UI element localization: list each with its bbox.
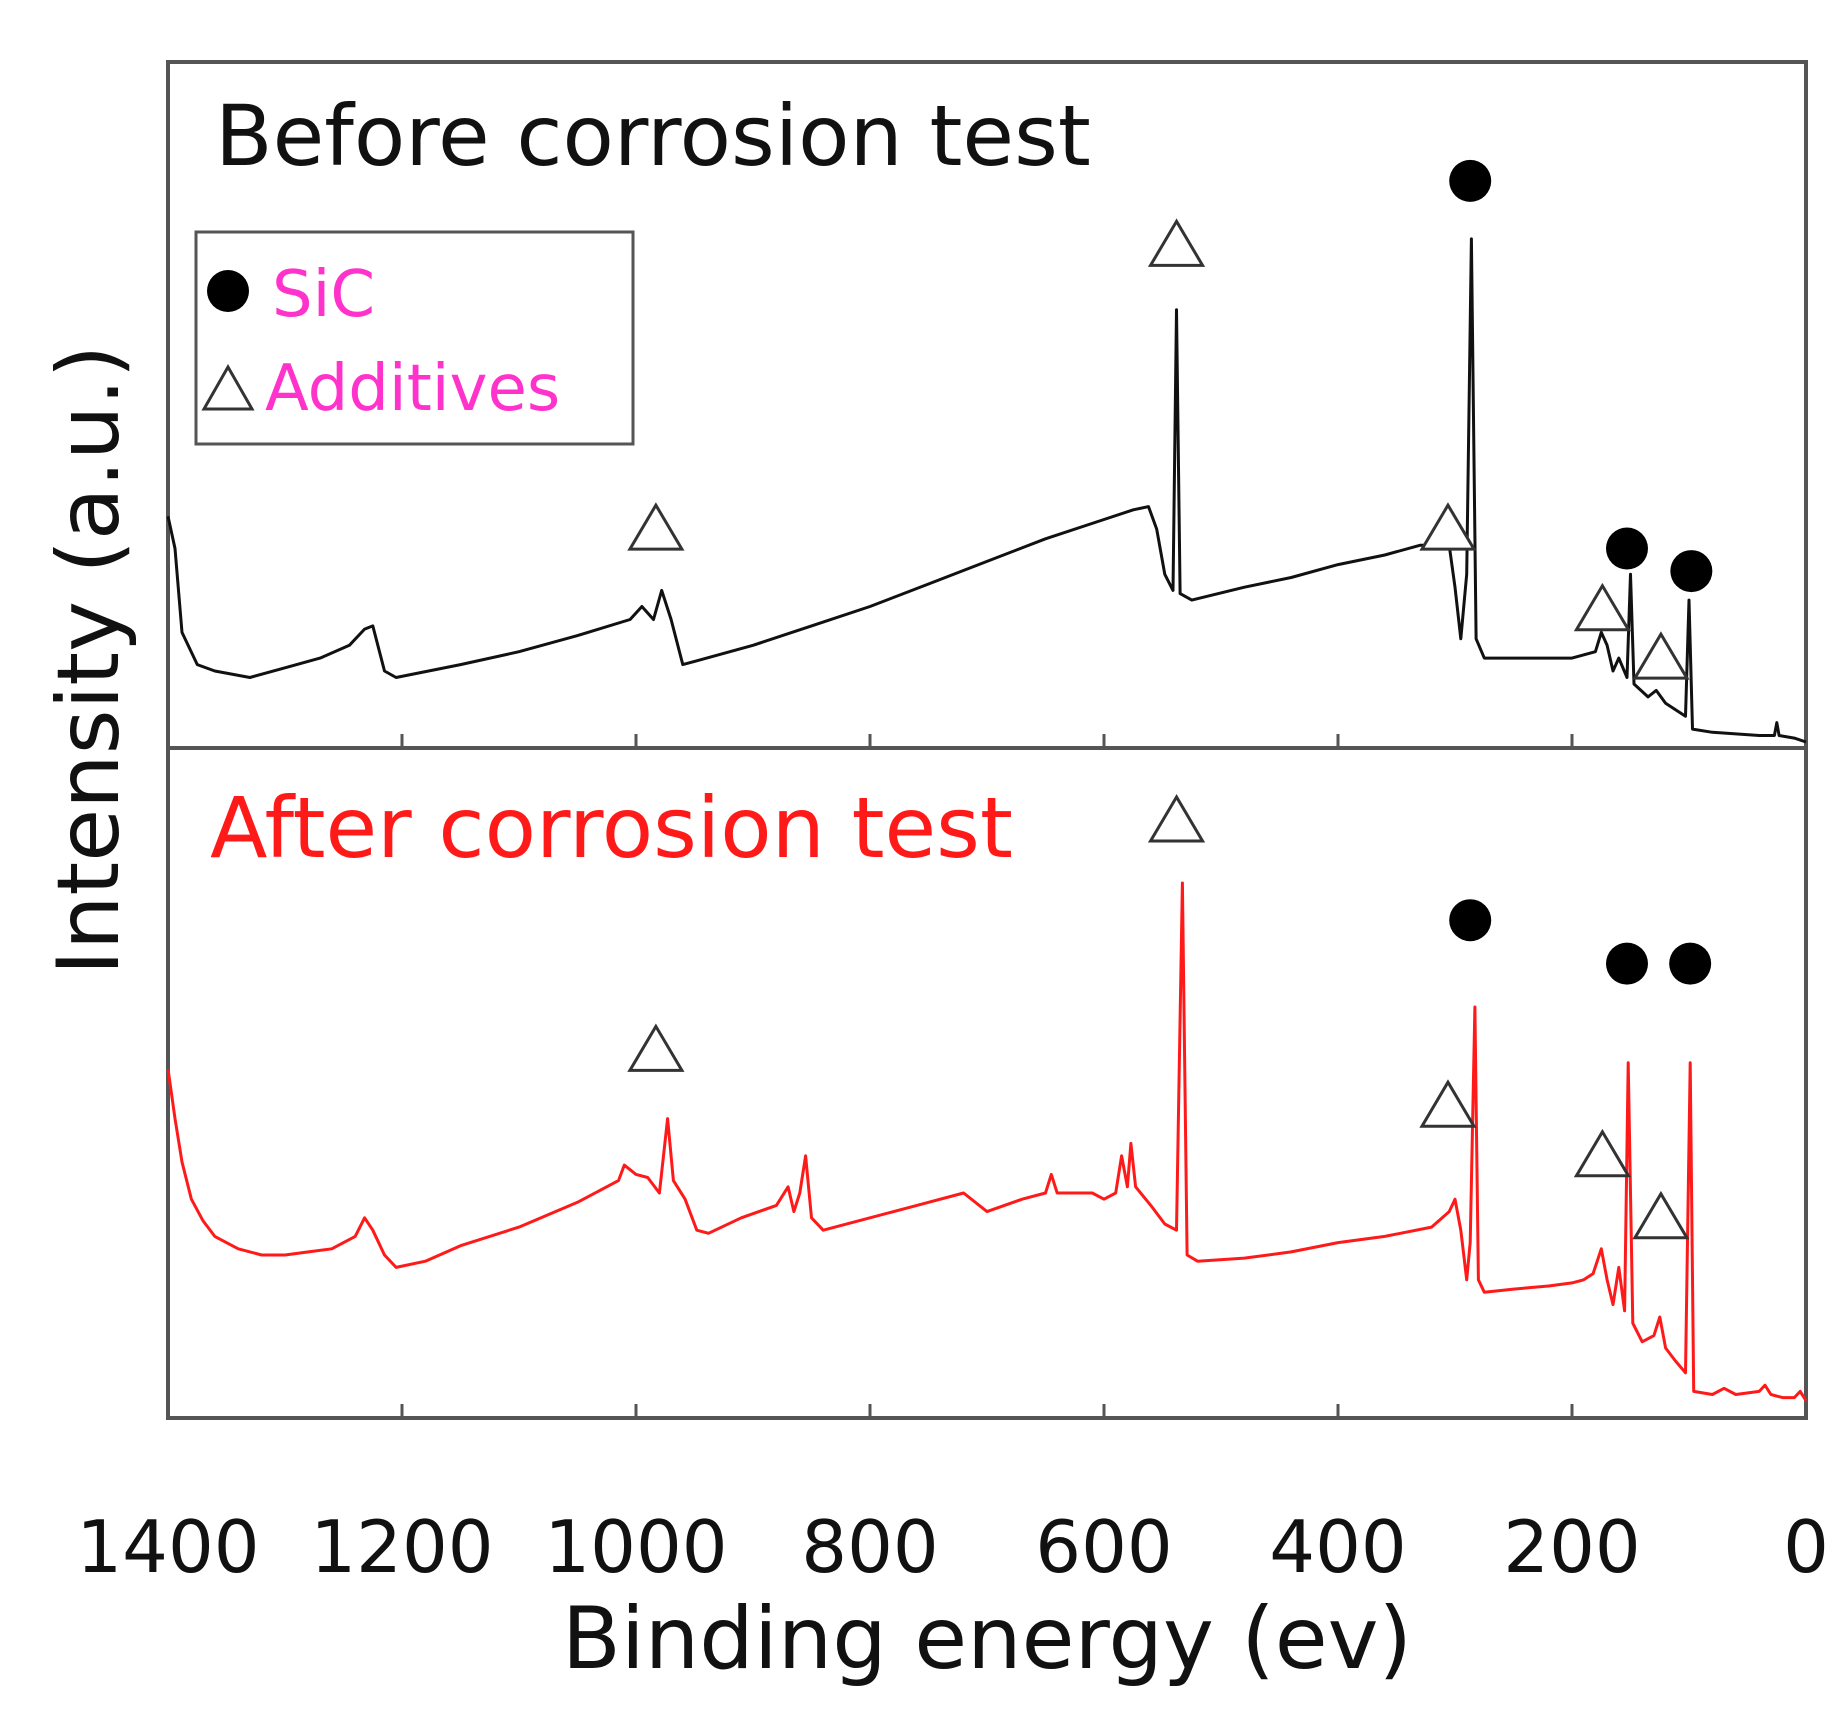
sic-peak-circle-icon [1670,550,1713,593]
sic-peak-circle-icon [1449,899,1492,942]
x-tick-label: 800 [801,1505,938,1589]
legend-additives-triangle-icon [201,363,255,411]
x-tick-label: 600 [1035,1505,1172,1589]
sic-peak-circle-icon [1605,527,1648,570]
additive-peak-triangle-icon [1419,1079,1477,1128]
x-tick-label: 400 [1269,1505,1406,1589]
x-tick-label: 200 [1503,1505,1640,1589]
sic-peak-circle-icon [1669,942,1712,985]
panel-after-corrosion: After corrosion test [166,746,1808,1420]
x-ticks-bottom-panel [166,1404,1808,1418]
x-ticks-top-panel [166,734,1808,748]
additive-peak-triangle-icon [1632,631,1690,680]
additive-peak-triangle-icon [627,502,685,551]
additive-peak-triangle-icon [1147,218,1206,267]
additive-peak-triangle-icon [1632,1190,1690,1240]
sic-peak-circle-icon [1449,159,1492,202]
series-line-after [166,881,1808,1402]
additive-peak-triangle-icon [1573,1128,1632,1178]
x-tick-label: 0 [1783,1505,1829,1589]
legend-box [194,230,635,446]
y-axis-label: Intensity (a.u.) [39,345,139,976]
legend-label-sic: SiC [272,258,375,332]
sic-peak-circle-icon [1605,942,1648,985]
legend: SiC Additives [194,230,635,446]
x-tick-label: 1200 [310,1505,493,1589]
series-line-before [166,237,1807,744]
x-tick-label: 1400 [76,1505,259,1589]
x-axis-label: Binding energy (ev) [562,1589,1412,1689]
x-tick-labels: 1400 1200 1000 800 600 400 200 0 [76,1505,1829,1589]
panel-title-after: After corrosion test [210,779,1013,877]
panel-before-corrosion: Before corrosion test [166,60,1808,750]
x-tick-label: 1000 [544,1505,727,1589]
legend-sic-circle-icon [207,270,249,312]
additive-peak-triangle-icon [627,1023,685,1072]
plot-frame-bottom [166,746,1808,1420]
additive-peak-triangle-icon [1419,502,1477,551]
additive-peak-triangle-icon [1147,794,1206,843]
legend-label-additives: Additives [265,352,560,426]
panel-title-before: Before corrosion test [215,87,1091,185]
additive-peak-triangle-icon [1573,582,1632,632]
peak-markers-before [627,159,1713,680]
peak-markers-after [627,794,1712,1240]
